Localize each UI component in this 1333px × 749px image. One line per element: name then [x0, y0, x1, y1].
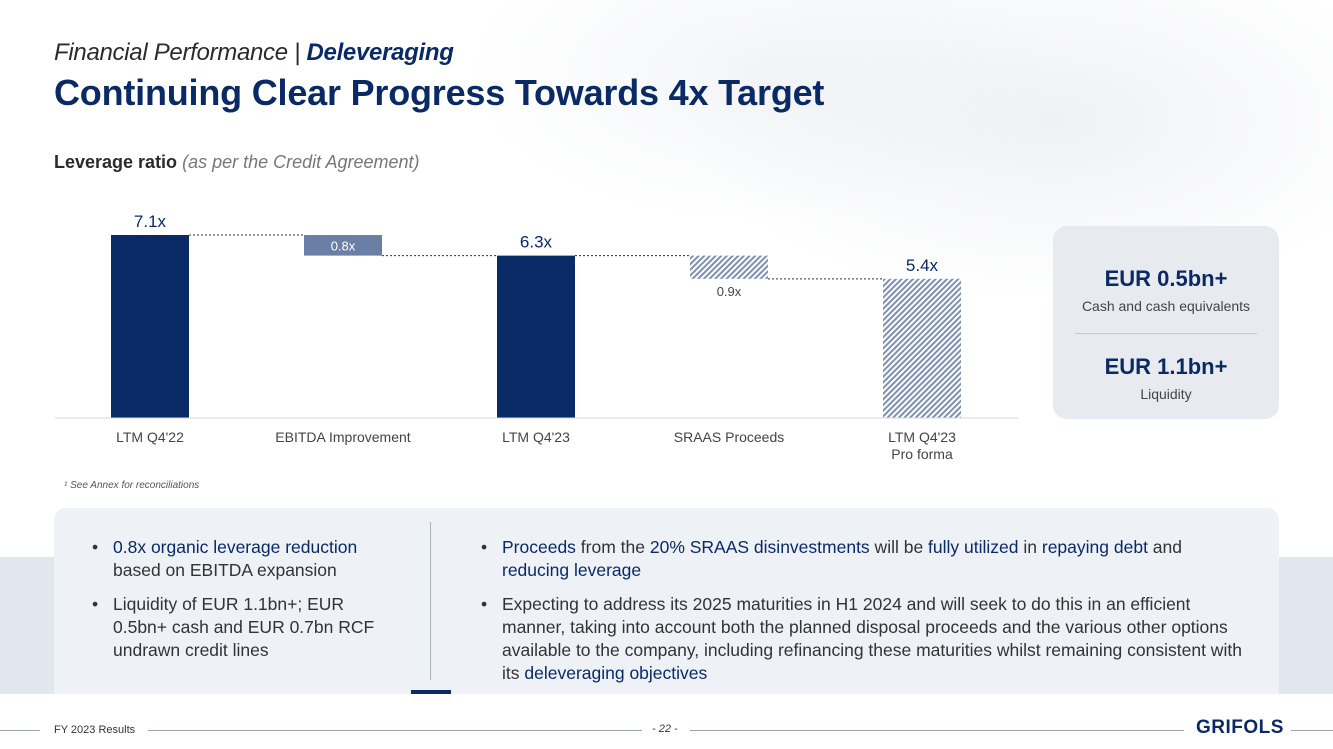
- section-emphasis: Deleveraging: [306, 39, 454, 66]
- bullet-maturities-text: Expecting to address its 2025 maturities…: [502, 594, 1242, 683]
- footer-rule-left: [148, 730, 642, 731]
- chart-subtitle-bold: Leverage ratio: [54, 152, 178, 172]
- category-label-5-line-2: Pro forma: [891, 446, 953, 462]
- bullet-proceeds-text-3: in: [1018, 537, 1042, 557]
- bullet-maturities-highlight: deleveraging objectives: [524, 663, 708, 683]
- footer-rule-right-end: [1291, 730, 1333, 731]
- leverage-waterfall-chart: 7.1x 0.8x 6.3x 0.9x 5.4x LTM Q4'22 EBITDA Imp…: [55, 212, 1018, 462]
- notes-panel: 0.8x organic leverage reduction based on …: [54, 508, 1279, 694]
- kpi-panel: EUR 0.5bn+ Cash and cash equivalents EUR…: [1053, 226, 1279, 419]
- bullet-maturities: Expecting to address its 2025 maturities…: [481, 593, 1251, 685]
- bullet-proceeds-hl-3: fully utilized: [928, 537, 1019, 557]
- value-label-3: 6.3x: [520, 233, 553, 252]
- notes-left-column: 0.8x organic leverage reduction based on …: [92, 536, 392, 673]
- page-number: - 22 -: [652, 723, 678, 735]
- bullet-proceeds-hl-1: Proceeds: [502, 537, 576, 557]
- bullet-liquidity: Liquidity of EUR 1.1bn+; EUR 0.5bn+ cash…: [92, 593, 392, 662]
- category-label-2: EBITDA Improvement: [275, 429, 410, 445]
- value-label-5: 5.4x: [906, 256, 939, 275]
- bullet-organic-reduction-highlight: 0.8x organic leverage reduction: [113, 537, 358, 557]
- value-label-4: 0.9x: [717, 284, 742, 299]
- bar-2: [304, 235, 382, 256]
- footer-report-name: FY 2023 Results: [54, 724, 136, 736]
- kpi-liquidity: EUR 1.1bn+ Liquidity: [1053, 354, 1279, 402]
- bullet-organic-reduction: 0.8x organic leverage reduction based on …: [92, 536, 392, 582]
- chart-subtitle-italic: (as per the Credit Agreement): [182, 152, 420, 172]
- category-label-1: LTM Q4'22: [116, 429, 184, 445]
- category-label-4: SRAAS Proceeds: [674, 429, 785, 445]
- bullet-proceeds-text-4: and: [1147, 537, 1182, 557]
- footnote: ¹ See Annex for reconciliations: [64, 480, 200, 491]
- bullet-proceeds: Proceeds from the 20% SRAAS disinvestmen…: [481, 536, 1251, 582]
- chart-subtitle: Leverage ratio (as per the Credit Agreem…: [54, 152, 420, 173]
- footer-rule-right: [690, 730, 1184, 731]
- bullet-proceeds-hl-5: reducing leverage: [502, 560, 642, 580]
- category-label-5: LTM Q4'23: [888, 429, 956, 445]
- column-divider: [430, 522, 431, 680]
- bar-1: [111, 235, 189, 418]
- kpi-liquidity-value: EUR 1.1bn+: [1104, 354, 1228, 379]
- kpi-liquidity-label: Liquidity: [1140, 386, 1192, 402]
- column-accent-bar: [411, 690, 451, 694]
- footer-rule-left-start: [0, 730, 40, 731]
- kpi-divider: [1075, 333, 1257, 334]
- bar-3: [497, 255, 575, 418]
- page-title: Continuing Clear Progress Towards 4x Tar…: [54, 72, 825, 113]
- section-label: Financial Performance |: [54, 39, 307, 66]
- bullet-proceeds-text-2: will be: [869, 537, 929, 557]
- bar-5: [883, 278, 961, 418]
- bar-4: [690, 255, 768, 279]
- bullet-organic-reduction-text: based on EBITDA expansion: [113, 560, 337, 580]
- value-label-2: 0.8x: [331, 238, 356, 253]
- kpi-cash: EUR 0.5bn+ Cash and cash equivalents: [1053, 266, 1279, 314]
- bullet-proceeds-hl-4: repaying debt: [1041, 537, 1148, 557]
- kpi-cash-value: EUR 0.5bn+: [1104, 266, 1228, 291]
- notes-right-column: Proceeds from the 20% SRAAS disinvestmen…: [481, 536, 1251, 696]
- bullet-proceeds-text-1: from the: [575, 537, 650, 557]
- value-label-1: 7.1x: [134, 212, 167, 231]
- kpi-cash-label: Cash and cash equivalents: [1081, 298, 1251, 314]
- grifols-logo: GRIFOLS: [1196, 717, 1284, 738]
- category-label-3: LTM Q4'23: [502, 429, 570, 445]
- bullet-proceeds-hl-2: 20% SRAAS disinvestments: [649, 537, 870, 557]
- section-breadcrumb: Financial Performance | Deleveraging: [54, 39, 454, 67]
